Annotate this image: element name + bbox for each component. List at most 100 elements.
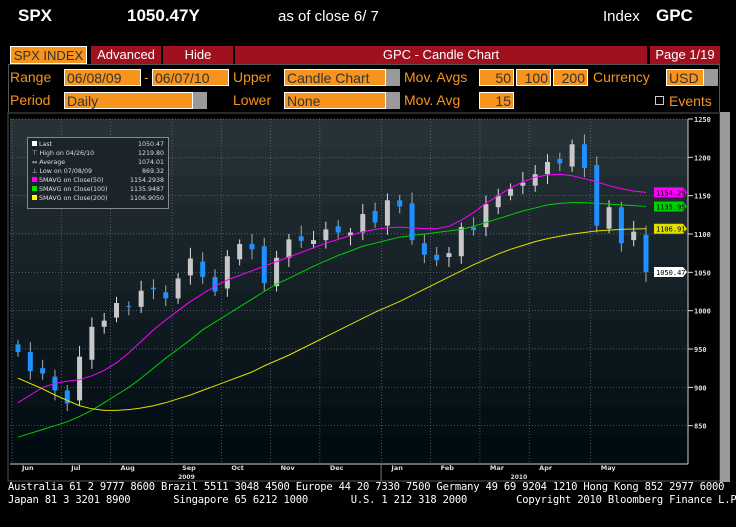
function-code: GPC [656,6,693,25]
candle-body [397,200,403,207]
candle-body [372,211,378,223]
candle-body [384,200,390,226]
x-tick-label: Dec [330,464,344,472]
upper-label: Upper [233,69,272,85]
candle-body [631,231,637,241]
currency-dropdown-arrow[interactable] [704,69,718,86]
y-tick-label: 950 [694,346,707,354]
range-end-input[interactable]: 06/07/10 [152,69,229,86]
mov-avgs-label: Mov. Avgs [404,69,468,85]
hide-button[interactable]: Hide [163,46,233,64]
legend-value: 869.32 [141,168,164,175]
ma3-input[interactable]: 200 [553,69,588,86]
candle-body [532,174,538,186]
x-tick-label: Nov [281,464,296,472]
candle-body [544,161,550,175]
x-tick-label: Oct [231,464,244,472]
candle-body [27,352,33,372]
upper-dropdown-arrow[interactable] [386,69,400,86]
candle-body [15,344,21,353]
ma2-input[interactable]: 100 [516,69,551,86]
candle-body [618,207,624,244]
x-tick-label: May [601,464,617,472]
background-band [10,349,688,379]
candle-body [569,144,575,167]
candle-body [114,303,120,318]
ma-value-tag [654,187,687,198]
legend-label-text: Average [39,159,66,166]
security-tab[interactable]: SPX INDEX [10,46,87,64]
background-band [10,234,688,264]
legend-value: 1050.47 [137,141,164,148]
candle-body [421,243,427,255]
background-band [10,406,688,437]
last-price: 1050.47Y [127,6,200,25]
candle-body [458,227,464,257]
ma-value-tag [654,201,687,212]
ma-line-100 [17,202,647,438]
ma-value-tag [654,223,687,234]
candle-body [150,287,156,290]
scrollbar[interactable] [720,112,730,482]
lower-select[interactable]: None [284,92,386,109]
ticker: SPX [18,6,53,25]
y-tick-label: 850 [694,423,707,431]
legend-label: Last [32,141,52,149]
upper-select[interactable]: Candle Chart [284,69,386,86]
legend-value: 1106.9050 [129,195,164,202]
candle-body [335,226,341,233]
lower-dropdown-arrow[interactable] [386,92,400,109]
currency-select[interactable]: USD [666,69,704,86]
candle-body [286,239,292,258]
last-price-tag-text: 1050.47 [656,269,686,277]
range-separator: - [144,69,149,85]
legend-label-text: SMAVG on Close(100) [39,186,108,193]
candle-body [434,254,440,261]
candle-body [187,258,193,276]
candle-body [347,232,353,236]
x-tick-label: Jul [70,464,80,472]
range-start-input[interactable]: 06/08/09 [64,69,141,86]
page-indicator[interactable]: Page 1/19 [650,46,720,64]
legend-value: 1154.2938 [129,177,164,184]
period-dropdown-arrow[interactable] [193,92,207,109]
legend-swatch [32,186,37,191]
ma-value-tag-text: 1154.29 [656,189,686,197]
candle-body [200,261,206,277]
y-tick-label: 1000 [694,308,711,316]
x-tick-label: Apr [539,464,553,472]
candle-body [212,276,218,292]
candle-body [249,243,255,250]
candle-body [64,390,70,404]
range-label: Range [10,69,52,85]
candle-body [126,306,132,308]
ma-value-tag-text: 1135.95 [656,203,686,211]
candle-body [446,253,452,257]
advanced-button[interactable]: Advanced [91,46,161,64]
candle-body [274,257,280,287]
legend-label-text: High on 04/26/10 [39,150,95,157]
y-tick-label: 1250 [694,116,711,124]
y-tick-label: 1150 [694,193,711,201]
x-tick-label: Mar [490,464,505,472]
candle-body [77,356,83,401]
candle-body [89,326,95,360]
x-tick-label: Sep [182,464,196,472]
candle-body [471,227,477,231]
candle-body [360,214,366,233]
candle-body [520,182,526,186]
ma-value-tag-text: 1106.91 [656,226,686,234]
period-select[interactable]: Daily [64,92,193,109]
chart-title: GPC - Candle Chart [235,46,647,64]
background-band [10,435,688,465]
settings-panel [8,64,720,112]
legend-label: ↔ Average [32,159,65,167]
background-band [10,205,688,235]
period-label: Period [10,92,51,108]
average-marker-icon: ↔ [32,159,40,166]
candle-body [594,165,600,226]
mov-avg-input[interactable]: 15 [479,92,514,109]
events-checkbox[interactable] [655,96,664,105]
currency-label: Currency [593,69,650,85]
ma1-input[interactable]: 50 [479,69,514,86]
